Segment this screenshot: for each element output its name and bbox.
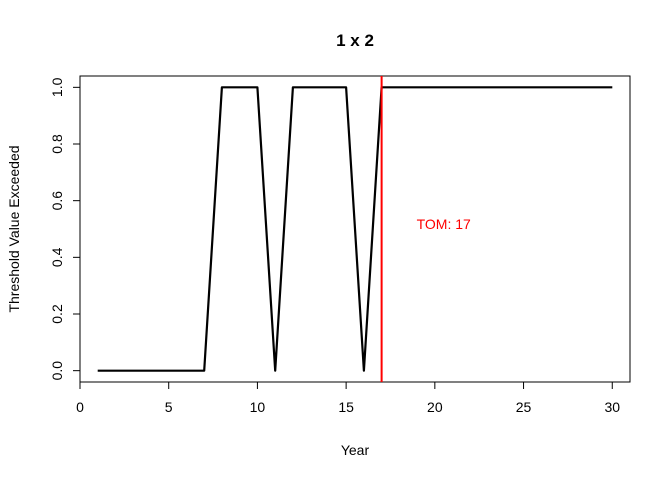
y-tick-label: 0.8 <box>49 134 65 154</box>
y-tick-label: 0.4 <box>49 247 65 267</box>
series-layer <box>97 86 613 372</box>
tom-annotation: TOM: 17 <box>417 216 471 232</box>
x-tick-label: 25 <box>516 399 532 415</box>
chart-title: 1 x 2 <box>336 31 374 50</box>
series-line <box>97 86 613 372</box>
x-axis: 0 5 10 15 20 25 30 <box>76 381 620 415</box>
x-axis-label: Year <box>341 442 370 458</box>
x-tick-label: 20 <box>427 399 443 415</box>
y-axis: 0.0 0.2 0.4 0.6 0.8 1.0 <box>49 77 81 381</box>
y-tick-label: 0.6 <box>49 191 65 211</box>
y-tick-label: 1.0 <box>49 77 65 97</box>
y-axis-label: Threshold Value Exceeded <box>6 145 22 312</box>
y-tick-label: 0.0 <box>49 361 65 381</box>
x-tick-label: 10 <box>250 399 266 415</box>
x-tick-label: 30 <box>604 399 620 415</box>
y-tick-label: 0.2 <box>49 304 65 324</box>
x-tick-label: 15 <box>338 399 354 415</box>
x-tick-label: 0 <box>76 399 84 415</box>
x-tick-label: 5 <box>165 399 173 415</box>
